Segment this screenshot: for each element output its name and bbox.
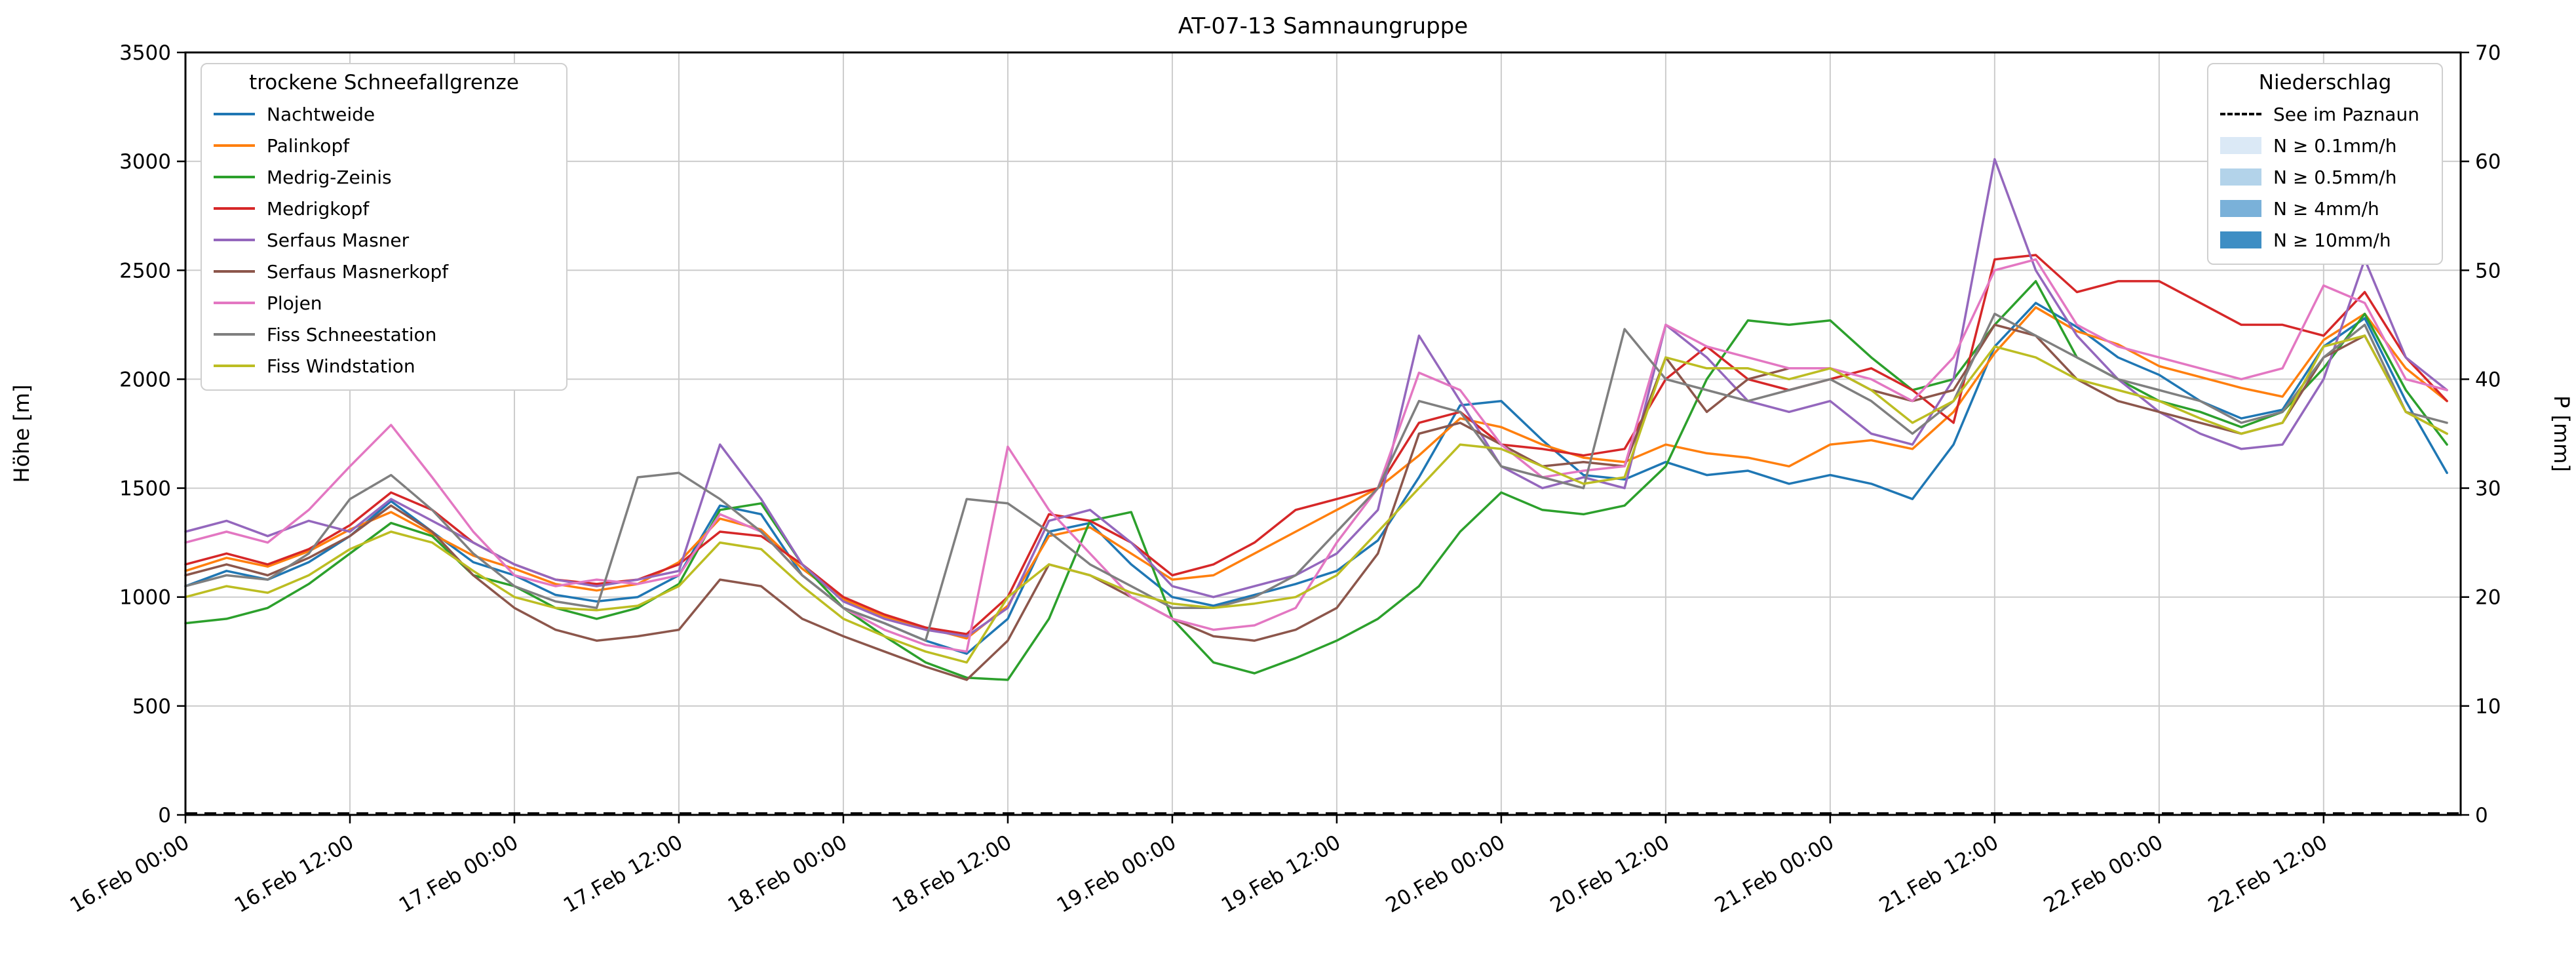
legend-item-label: Fiss Schneestation (267, 323, 437, 345)
svg-text:30: 30 (2475, 477, 2501, 501)
legend-item-medrig-zeinis: Medrig-Zeinis (214, 161, 554, 193)
svg-text:20.Feb 12:00: 20.Feb 12:00 (1547, 831, 1674, 918)
legend-patch-swatch (2220, 137, 2261, 154)
legend-item-plojen: Plojen (214, 287, 554, 319)
svg-text:1000: 1000 (119, 586, 171, 610)
svg-text:500: 500 (132, 695, 171, 719)
svg-text:1500: 1500 (119, 477, 171, 501)
legend-right-title: Niederschlag (2258, 71, 2392, 94)
series-line-fiss-schneestation (184, 312, 2448, 642)
legend-item-label: N ≥ 4mm/h (2273, 197, 2379, 220)
plot-border (184, 51, 2462, 816)
axis-ticks (177, 51, 2469, 823)
svg-text:2000: 2000 (119, 368, 171, 391)
legend-item-n-10mm-h: N ≥ 10mm/h (2220, 224, 2430, 256)
svg-text:16.Feb 12:00: 16.Feb 12:00 (231, 831, 358, 918)
legend-item-n-0-1mm-h: N ≥ 0.1mm/h (2220, 130, 2430, 161)
series-line-fiss-windstation (184, 334, 2448, 664)
svg-text:22.Feb 00:00: 22.Feb 00:00 (2040, 831, 2167, 918)
series-line-serfaus-masner (184, 158, 2448, 638)
svg-text:17.Feb 12:00: 17.Feb 12:00 (560, 831, 687, 918)
legend-item-label: Plojen (267, 292, 322, 314)
y-axis-label-left: Höhe [m] (9, 385, 34, 483)
legend-item-label: N ≥ 0.5mm/h (2273, 166, 2397, 188)
legend-item-nachtweide: Nachtweide (214, 98, 554, 130)
legend-dashed-line-swatch (2220, 113, 2261, 115)
legend-line-swatch (214, 270, 255, 273)
svg-text:21.Feb 12:00: 21.Feb 12:00 (1875, 831, 2003, 918)
legend-line-swatch (214, 176, 255, 178)
legend-item-label: N ≥ 10mm/h (2273, 229, 2391, 251)
svg-text:20.Feb 00:00: 20.Feb 00:00 (1382, 831, 1509, 918)
y-axis-label-right: P [mm] (2549, 395, 2574, 472)
svg-text:0: 0 (2475, 804, 2488, 827)
legend-item-label: N ≥ 0.1mm/h (2273, 134, 2397, 157)
legend-line-swatch (214, 144, 255, 147)
legend-line-swatch (214, 365, 255, 367)
legend-item-fiss-windstation: Fiss Windstation (214, 350, 554, 382)
series-lines (184, 158, 2448, 681)
series-line-serfaus-masnerkopf (184, 323, 2448, 681)
svg-text:18.Feb 12:00: 18.Feb 12:00 (889, 831, 1016, 918)
svg-text:50: 50 (2475, 259, 2501, 283)
series-line-medrig-zeinis (184, 280, 2448, 681)
legend-item-label: Serfaus Masner (267, 229, 410, 251)
legend-item-label: Fiss Windstation (267, 355, 415, 377)
legend-left-items: Nachtweide Palinkopf Medrig-Zeinis Medrigko… (214, 98, 554, 382)
legend-item-n-0-5mm-h: N ≥ 0.5mm/h (2220, 161, 2430, 193)
svg-text:22.Feb 12:00: 22.Feb 12:00 (2204, 831, 2332, 918)
legend-item-label: Medrigkopf (267, 197, 370, 220)
legend-line-swatch (214, 207, 255, 210)
legend-item-label: Serfaus Masnerkopf (267, 260, 449, 283)
legend-item-serfaus-masnerkopf: Serfaus Masnerkopf (214, 256, 554, 287)
legend-niederschlag: Niederschlag See im Paznaun N ≥ 0.1mm/h N … (2207, 63, 2443, 265)
legend-item-label: See im Paznaun (2273, 103, 2419, 125)
legend-item-palinkopf: Palinkopf (214, 130, 554, 161)
legend-item-label: Palinkopf (267, 134, 350, 157)
svg-text:60: 60 (2475, 150, 2501, 174)
legend-line-swatch (214, 239, 255, 241)
legend-line-swatch (214, 333, 255, 336)
legend-line-swatch (214, 113, 255, 115)
chart-title: AT-07-13 Samnaungruppe (1178, 13, 1469, 39)
legend-item-n-4mm-h: N ≥ 4mm/h (2220, 193, 2430, 224)
svg-text:19.Feb 00:00: 19.Feb 00:00 (1053, 831, 1180, 918)
legend-item-label: Medrig-Zeinis (267, 166, 392, 188)
svg-text:3500: 3500 (119, 41, 171, 65)
legend-item-fiss-schneestation: Fiss Schneestation (214, 319, 554, 350)
legend-left-title: trockene Schneefallgrenze (249, 71, 519, 94)
svg-text:18.Feb 00:00: 18.Feb 00:00 (724, 831, 851, 918)
series-line-plojen (184, 258, 2448, 653)
legend-patch-swatch (2220, 231, 2261, 248)
svg-text:40: 40 (2475, 368, 2501, 391)
legend-schneefallgrenze: trockene Schneefallgrenze Nachtweide Pali… (201, 63, 567, 391)
svg-text:0: 0 (158, 804, 171, 827)
svg-text:20: 20 (2475, 586, 2501, 610)
svg-text:16.Feb 00:00: 16.Feb 00:00 (66, 831, 193, 918)
svg-text:70: 70 (2475, 41, 2501, 65)
svg-text:10: 10 (2475, 695, 2501, 719)
legend-patch-swatch (2220, 200, 2261, 217)
svg-text:19.Feb 12:00: 19.Feb 12:00 (1218, 831, 1345, 918)
legend-item-medrigkopf: Medrigkopf (214, 193, 554, 224)
svg-text:21.Feb 00:00: 21.Feb 00:00 (1711, 831, 1838, 918)
svg-text:17.Feb 00:00: 17.Feb 00:00 (395, 831, 522, 918)
legend-item-serfaus-masner: Serfaus Masner (214, 224, 554, 256)
legend-item-label: Nachtweide (267, 103, 375, 125)
legend-line-swatch (214, 302, 255, 304)
legend-right-items: See im Paznaun N ≥ 0.1mm/h N ≥ 0.5mm/h N ≥ … (2220, 98, 2430, 256)
svg-text:2500: 2500 (119, 259, 171, 283)
svg-text:3000: 3000 (119, 150, 171, 174)
legend-item-see-im-paznaun: See im Paznaun (2220, 98, 2430, 130)
legend-patch-swatch (2220, 168, 2261, 186)
